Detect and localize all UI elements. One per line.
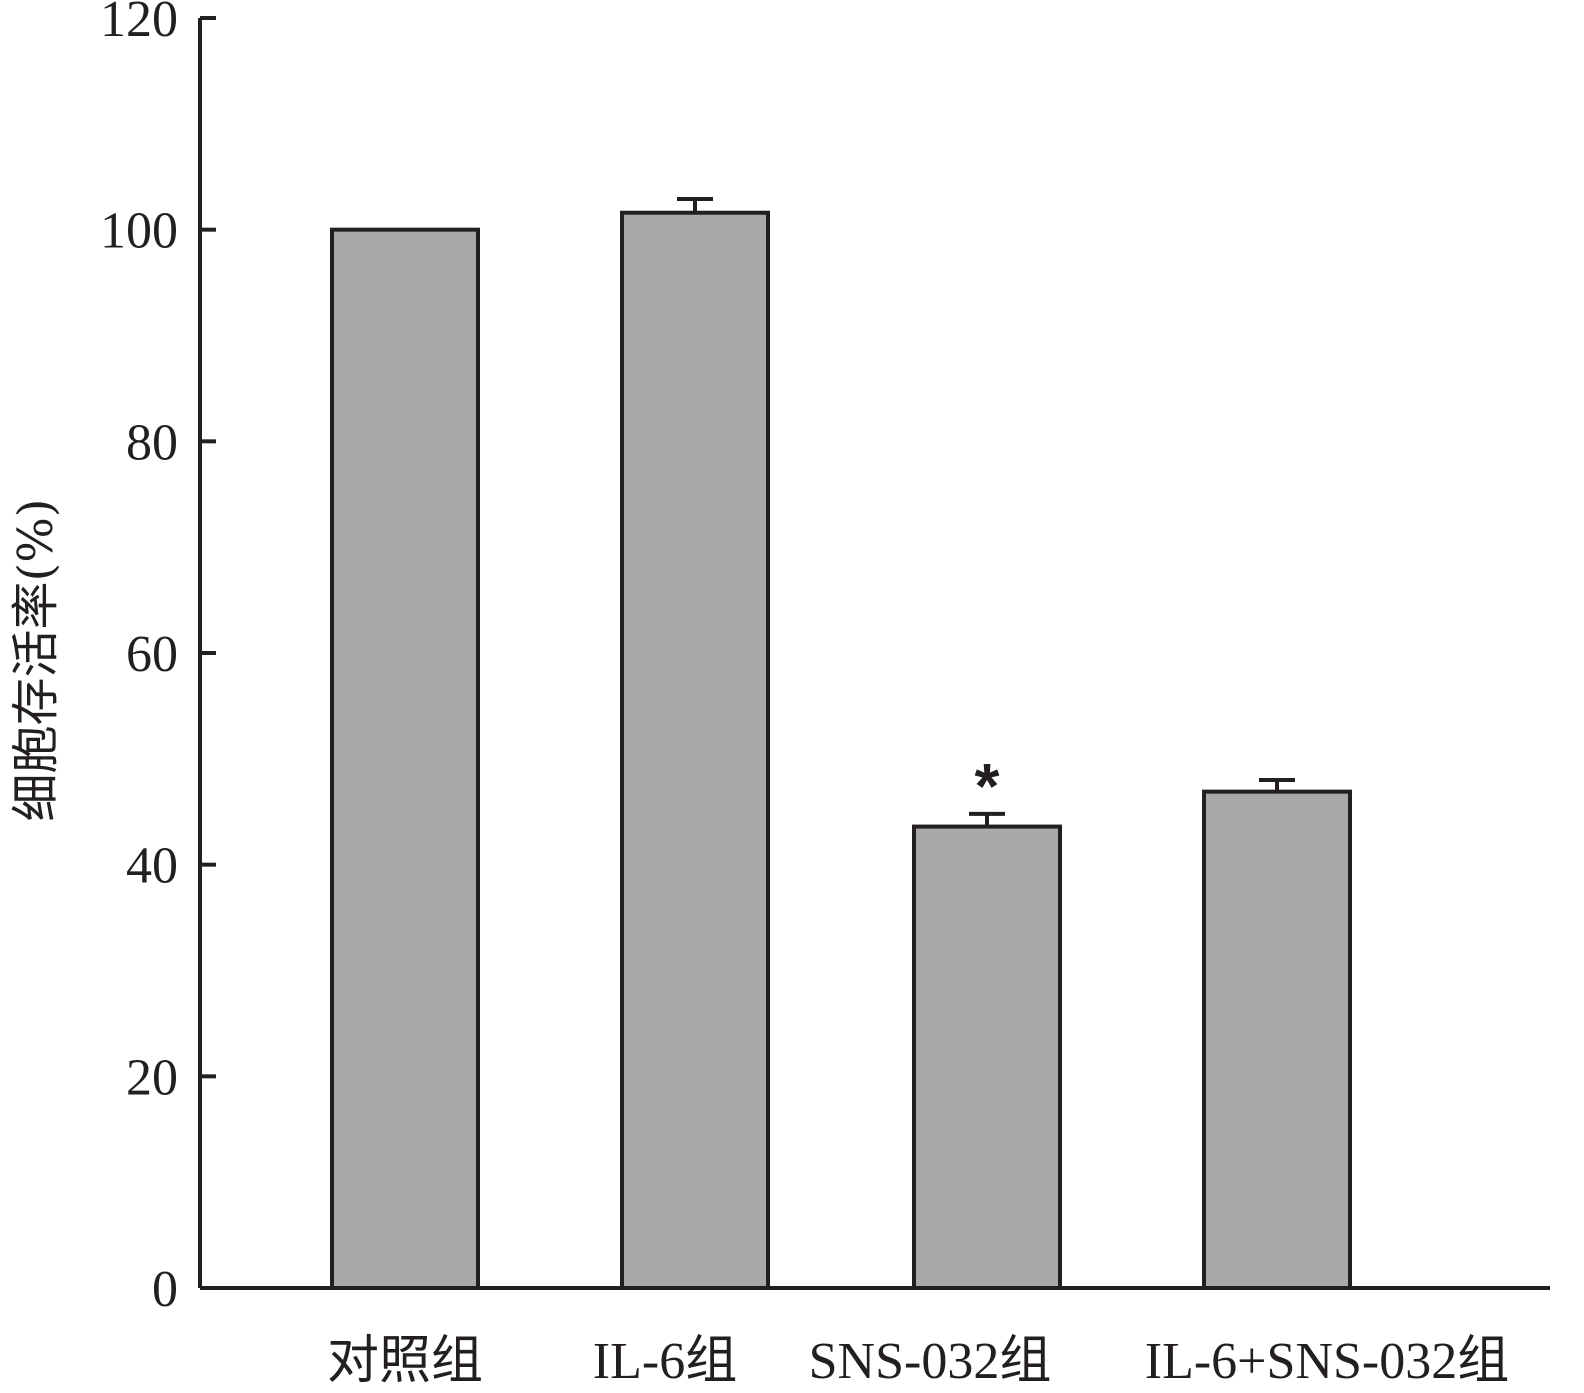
y-tick-label-100: 100: [100, 203, 178, 260]
x-tick-label-2: IL-6组: [593, 1333, 737, 1390]
x-tick-label-3: SNS-032组: [809, 1333, 1052, 1390]
y-tick-label-20: 20: [126, 1049, 178, 1106]
y-axis-title: 细胞存活率(%): [8, 498, 64, 821]
error-bars: [677, 196, 1295, 827]
y-tick-label-60: 60: [126, 626, 178, 683]
y-tick-label-120: 120: [100, 0, 178, 48]
y-axis: 0 20 40 60 80 100 120: [100, 0, 216, 1318]
x-tick-label-4: IL-6+SNS-032组: [1145, 1333, 1509, 1390]
bar-3: [912, 824, 1062, 1290]
annotations: *: [975, 750, 1000, 822]
significance-mark-3: *: [975, 750, 1000, 822]
bar-1: [330, 227, 480, 1291]
y-tick-label-80: 80: [126, 414, 178, 471]
bar-4: [1202, 789, 1352, 1290]
category-labels: 对照组 IL-6组 SNS-032组 IL-6+SNS-032组: [327, 1333, 1509, 1390]
x-tick-label-1: 对照组: [327, 1333, 483, 1390]
bars: [330, 210, 1352, 1291]
y-tick-label-40: 40: [126, 838, 178, 895]
y-axis-title-group: 细胞存活率(%): [8, 498, 64, 821]
bar-2: [620, 210, 770, 1291]
y-tick-label-0: 0: [152, 1261, 178, 1318]
